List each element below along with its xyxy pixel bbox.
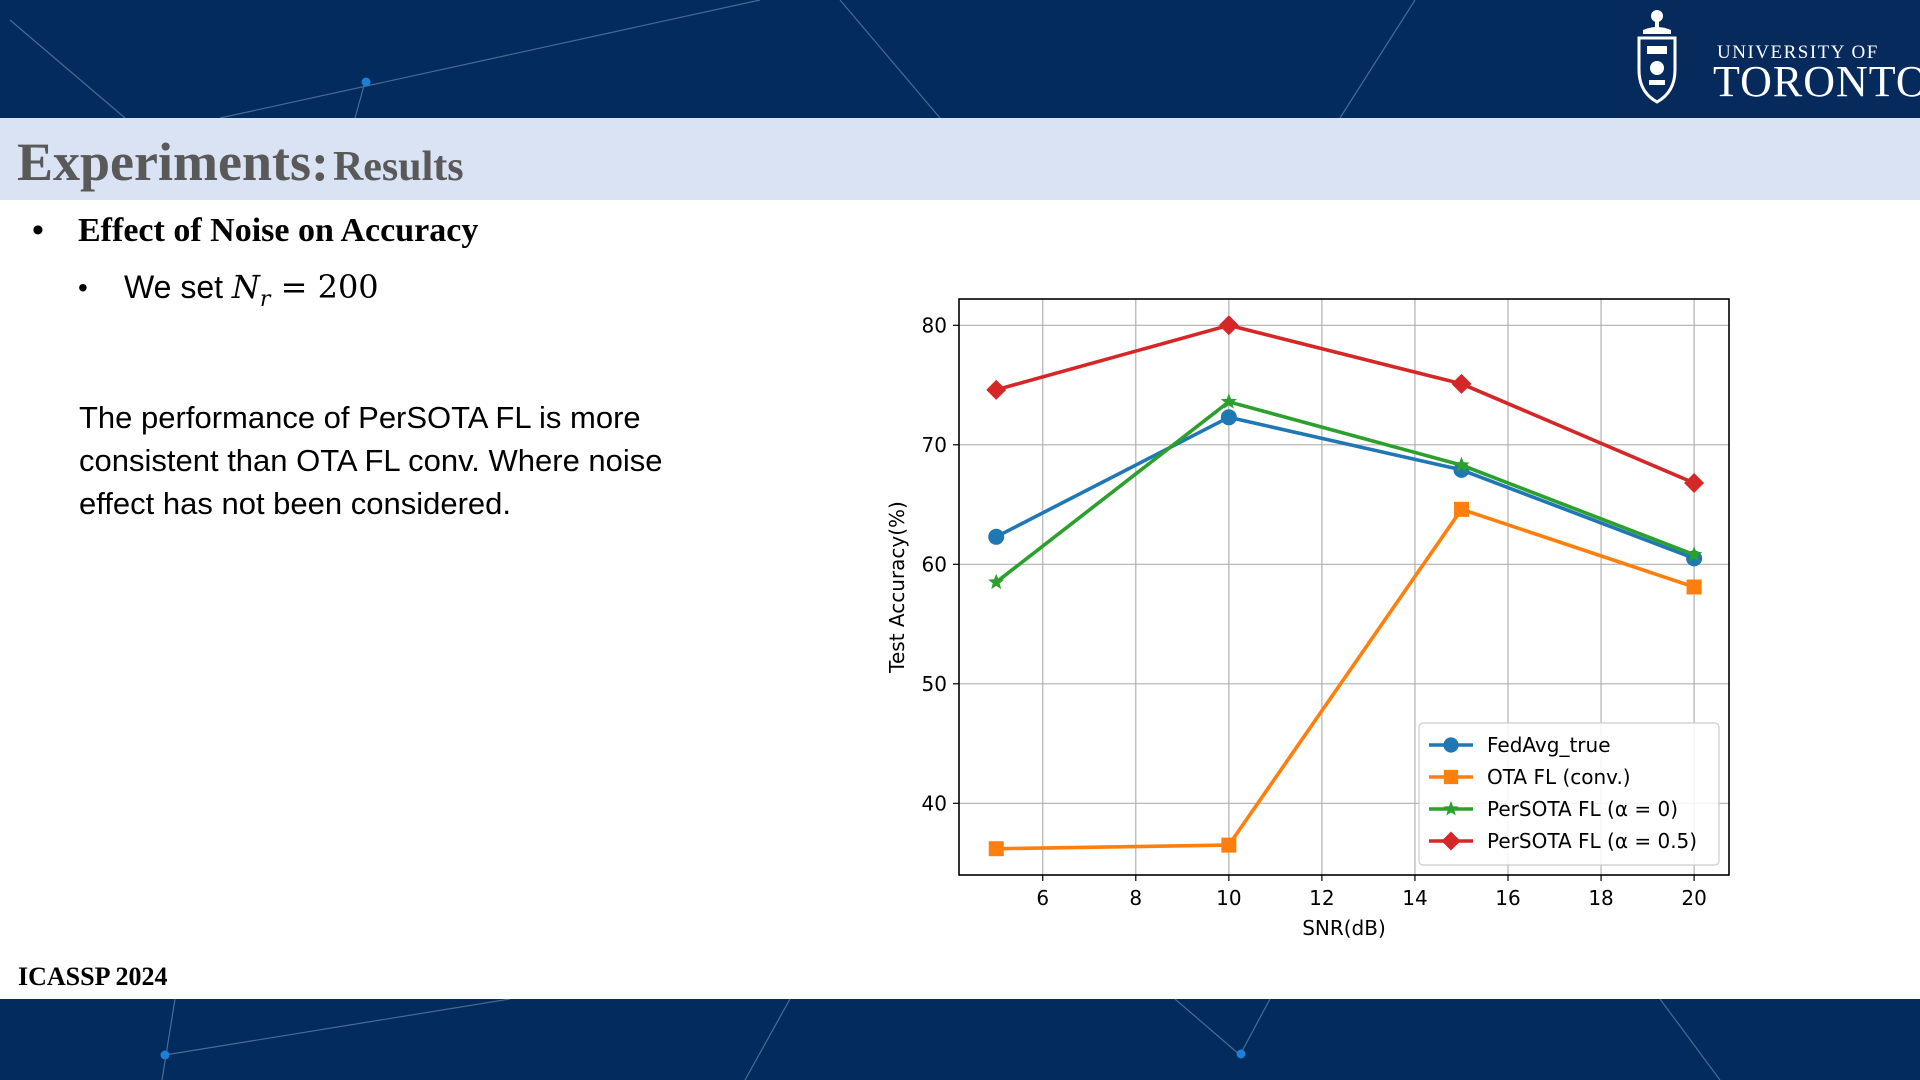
math-variable: Nr [231, 268, 271, 312]
x-tick-label: 18 [1588, 886, 1613, 910]
banner-decoration [9, 0, 1416, 118]
data-point [1686, 579, 1702, 595]
legend-entry: PerSOTA FL (α = 0) [1429, 797, 1678, 821]
data-point [1451, 373, 1472, 394]
description-paragraph: The performance of PerSOTA FL is more co… [79, 400, 663, 521]
x-tick-label: 8 [1129, 886, 1142, 910]
legend-label: FedAvg_true [1487, 733, 1611, 757]
slide-title-sub: Results [332, 144, 464, 190]
data-point [1218, 315, 1239, 336]
data-point [1684, 473, 1705, 494]
title-bar [0, 118, 1920, 200]
data-point [988, 841, 1004, 857]
data-point [988, 573, 1005, 590]
data-point [1221, 837, 1237, 853]
x-tick-label: 6 [1036, 886, 1049, 910]
legend-box [1418, 722, 1720, 866]
series-line [996, 507, 1695, 851]
bullet-heading: Effect of Noise on Accuracy [78, 212, 479, 249]
series-2 [988, 501, 1702, 857]
sub-bullet-marker: • [78, 272, 88, 303]
slide-title-main: Experiments: [17, 132, 329, 192]
y-tick-label: 40 [922, 791, 947, 815]
y-tick-label: 60 [922, 552, 947, 576]
y-tick-label: 50 [922, 672, 947, 696]
logo-line-1: UNIVERSITY OF [1717, 42, 1879, 63]
series-4 [986, 315, 1705, 494]
legend-entry: OTA FL (conv.) [1429, 765, 1631, 789]
series-line [995, 415, 1695, 560]
banner-decoration-bottom [160, 999, 1721, 1080]
data-point [1443, 737, 1459, 753]
series-line [995, 323, 1695, 485]
x-tick-label: 12 [1309, 886, 1334, 910]
legend-label: OTA FL (conv.) [1487, 765, 1631, 789]
data-point [1220, 393, 1237, 409]
crest-icon [1637, 10, 1677, 104]
data-point [1453, 501, 1469, 517]
data-point [1441, 831, 1461, 851]
legend-label: PerSOTA FL (α = 0) [1487, 797, 1678, 821]
x-axis-label: SNR(dB) [1302, 916, 1386, 940]
logo-line-2: TORONTO [1713, 57, 1920, 106]
x-tick-label: 14 [1402, 886, 1427, 910]
data-point [986, 379, 1007, 400]
data-point [1220, 409, 1237, 426]
math-value: = 200 [270, 268, 379, 306]
legend-entry: PerSOTA FL (α = 0.5) [1429, 829, 1697, 853]
x-tick-label: 16 [1495, 886, 1520, 910]
slide-title: Experiments: Results [17, 131, 464, 193]
bottom-banner [0, 999, 1920, 1080]
data-point [1443, 800, 1459, 816]
series-3 [988, 393, 1703, 590]
y-tick-label: 80 [922, 313, 947, 337]
series-line [995, 400, 1695, 584]
sub-bullet-prefix: We set [124, 269, 232, 305]
data-point [1443, 769, 1459, 785]
legend: FedAvg_true OTA FL (conv.) PerSOTA FL (α =… [1418, 722, 1720, 866]
x-tick-label: 10 [1216, 886, 1241, 910]
accuracy-vs-snr-chart: 6 8 10 12 14 16 18 20 40 50 60 70 80 SNR(dB) Test Accu… [885, 298, 1730, 940]
x-tick-label: 20 [1681, 886, 1706, 910]
legend-label: PerSOTA FL (α = 0.5) [1487, 829, 1697, 853]
bullet-marker: • [32, 212, 44, 249]
top-banner: UNIVERSITY OF TORONTO [0, 0, 1920, 118]
y-tick-label: 70 [922, 433, 947, 457]
university-logo: UNIVERSITY OF TORONTO [1615, 0, 1920, 118]
math-subscript: r [259, 287, 271, 312]
conference-label: ICASSP 2024 [18, 962, 168, 991]
plot-frame [958, 298, 1730, 876]
y-axis-label: Test Accuracy(%) [885, 501, 909, 674]
data-point [1686, 546, 1703, 562]
sub-bullet-text: We set Nr = 200 [124, 268, 379, 312]
data-point [1453, 456, 1470, 472]
legend-entry: FedAvg_true [1429, 733, 1611, 757]
data-point [988, 528, 1005, 545]
